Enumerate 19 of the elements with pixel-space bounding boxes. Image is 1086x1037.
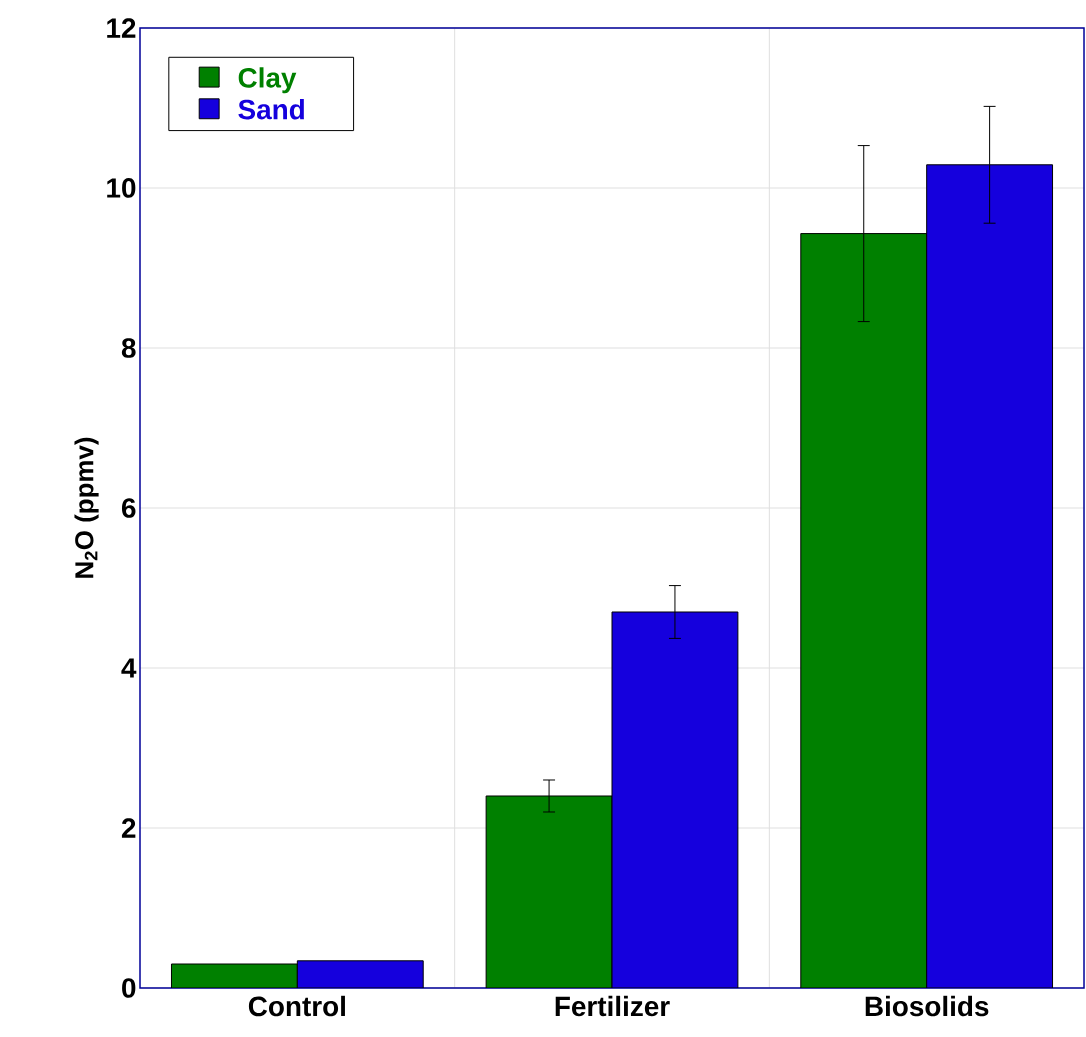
bar <box>612 612 738 988</box>
y-tick-label: 6 <box>121 498 136 518</box>
bar <box>926 164 1054 988</box>
y-tick-label: 4 <box>121 658 137 678</box>
y-tick-label: 12 <box>107 18 136 38</box>
bar <box>800 233 928 988</box>
bar <box>171 964 298 988</box>
y-tick-label: 0 <box>122 978 136 998</box>
bar <box>486 796 613 988</box>
y-tick-label: 8 <box>121 338 136 358</box>
y-tick-label: 10 <box>107 178 136 198</box>
y-tick-label: 2 <box>121 818 136 838</box>
x-tick-label: Biosolids <box>865 995 989 1017</box>
y-axis-title: N$_{2}$O (ppmv) <box>74 437 99 578</box>
bar <box>297 960 424 988</box>
legend-label: Clay <box>238 67 297 94</box>
x-tick-label: Fertilizer <box>555 995 670 1017</box>
legend-label: Sand <box>238 98 304 120</box>
x-tick-label: Control <box>248 995 345 1017</box>
